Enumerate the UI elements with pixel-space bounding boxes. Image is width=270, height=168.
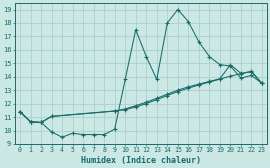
X-axis label: Humidex (Indice chaleur): Humidex (Indice chaleur) — [81, 156, 201, 165]
